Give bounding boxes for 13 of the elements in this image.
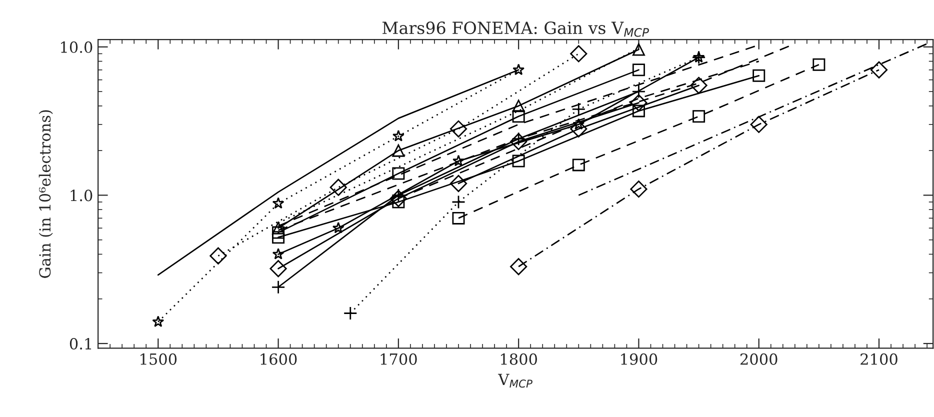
x-tick-label: 1600 (260, 353, 297, 365)
y-tick-label: 10.0 (61, 41, 92, 53)
x-tick-label: 1700 (380, 353, 417, 365)
x-tick-label: 1800 (500, 353, 537, 365)
x-tick-label: 2100 (860, 353, 898, 365)
y-tick-label: 0.1 (70, 338, 92, 350)
x-tick-label: 2000 (740, 353, 778, 365)
y-axis-title: Gain (in 10⁶electrons) (38, 110, 53, 278)
y-tick-label: 1.0 (70, 190, 92, 202)
x-tick-label: 1900 (621, 353, 658, 365)
chart-title: Mars96 FONEMA: Gain vs V$_{MCP}$ (382, 22, 649, 37)
x-axis-title: V$_{MCP}$ (498, 374, 532, 388)
x-tick-label: 1500 (140, 353, 177, 365)
